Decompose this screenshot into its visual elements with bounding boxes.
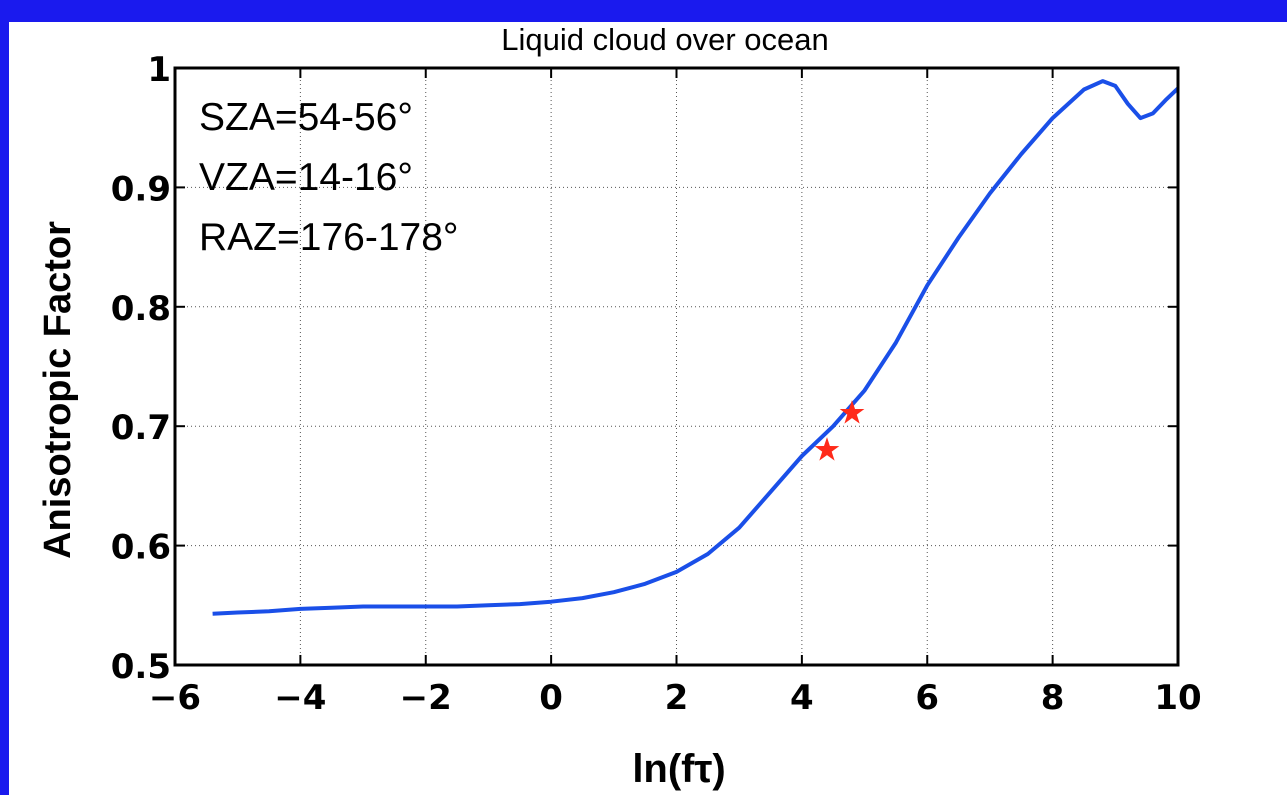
y-axis-label: Anisotropic Factor: [37, 221, 79, 559]
chart-frame: −6 −4 −2 0 2 4 6 8 10 0.5 0.6 0.7 0.8 0.9 1 SZA=54-56…: [9, 22, 1287, 795]
x-tick-labels: −6 −4 −2 0 2 4 6 8 10: [149, 678, 1202, 718]
x-tick-label: −4: [274, 678, 326, 718]
anisotropic-factor-chart: −6 −4 −2 0 2 4 6 8 10 0.5 0.6 0.7 0.8 0.9 1 SZA=54-56…: [37, 22, 1202, 791]
y-tick-label: 0.7: [111, 408, 171, 448]
x-tick-label: 6: [915, 678, 939, 718]
series-line: [212, 79, 1180, 616]
y-tick-label: 1: [147, 50, 171, 90]
tick-marks: [174, 67, 1179, 666]
x-tick-label: 4: [790, 678, 814, 718]
star-marker: [814, 437, 840, 461]
x-tick-label: −2: [400, 678, 452, 718]
x-tick-label: 0: [539, 678, 563, 718]
x-tick-label: 8: [1041, 678, 1065, 718]
annotations: SZA=54-56° VZA=14-16° RAZ=176-178°: [199, 96, 459, 259]
y-tick-label: 0.9: [111, 169, 171, 209]
y-tick-labels: 0.5 0.6 0.7 0.8 0.9 1: [111, 50, 171, 687]
annotation-text: VZA=14-16°: [199, 156, 413, 199]
marker-layer: [814, 400, 865, 461]
star-marker: [839, 400, 865, 424]
annotation-text: SZA=54-56°: [199, 96, 413, 139]
x-tick-label: 10: [1154, 678, 1201, 718]
x-axis-label: ln(fτ): [632, 747, 725, 791]
curve-layer: [212, 79, 1180, 616]
x-tick-label: −6: [149, 678, 201, 718]
chart-title: Liquid cloud over ocean: [501, 22, 828, 57]
annotation-text: RAZ=176-178°: [199, 216, 459, 259]
x-tick-label: 2: [665, 678, 689, 718]
y-tick-label: 0.6: [111, 528, 171, 568]
y-tick-label: 0.8: [111, 289, 171, 329]
y-tick-label: 0.5: [111, 647, 171, 687]
